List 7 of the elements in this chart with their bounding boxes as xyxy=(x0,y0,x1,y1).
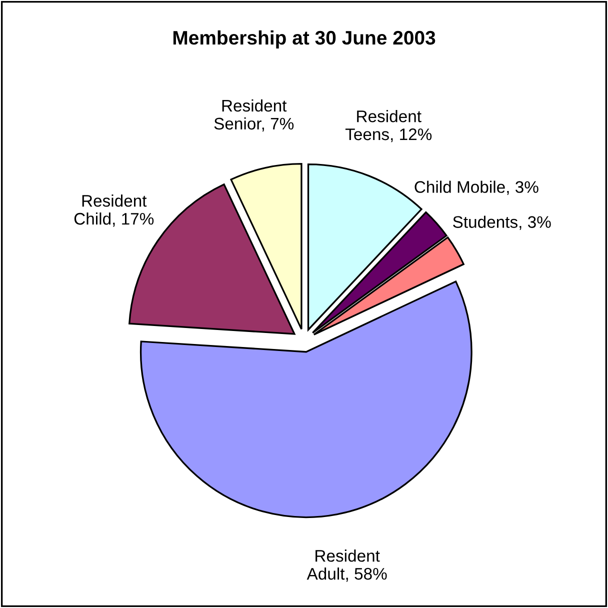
slice-label: Students, 3% xyxy=(453,216,551,230)
slice-label: Resident Adult, 58% xyxy=(306,550,387,582)
slice-label: Resident Senior, 7% xyxy=(214,99,294,132)
chart-title: Membership at 30 June 2003 xyxy=(173,30,436,49)
slice-label: Resident Teens, 12% xyxy=(345,110,432,142)
slice-label: Resident Child, 17% xyxy=(74,194,154,227)
slice-label: Child Mobile, 3% xyxy=(414,180,538,195)
